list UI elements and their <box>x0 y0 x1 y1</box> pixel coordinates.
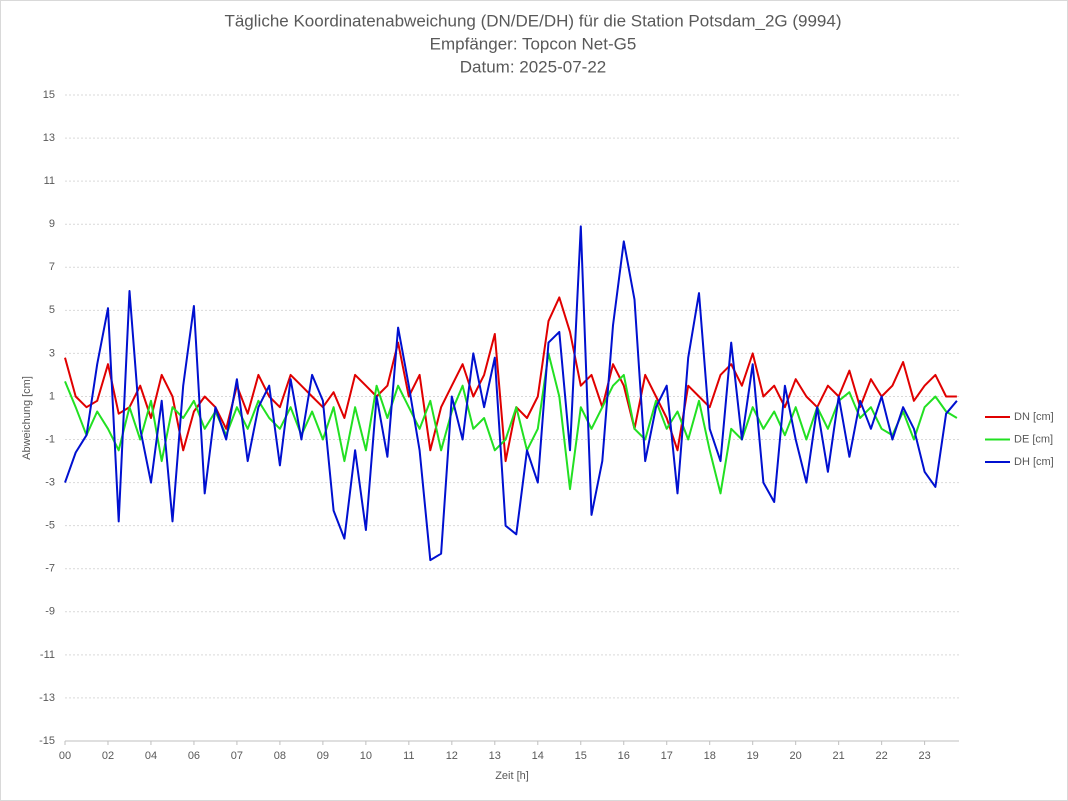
x-tick-label: 13 <box>489 750 501 762</box>
y-tick-label: -9 <box>45 606 55 618</box>
x-tick-label: 14 <box>532 750 544 762</box>
x-tick-label: 17 <box>661 750 673 762</box>
y-tick-label: 13 <box>43 132 55 144</box>
x-tick-label: 23 <box>918 750 930 762</box>
x-tick-label: 06 <box>188 750 200 762</box>
x-tick-label: 04 <box>145 750 157 762</box>
x-tick-label: 11 <box>403 750 414 762</box>
x-tick-label: 21 <box>833 750 845 762</box>
legend-label: DE [cm] <box>1014 433 1053 445</box>
y-tick-label: -7 <box>45 563 55 575</box>
x-tick-label: 00 <box>59 750 71 762</box>
x-tick-label: 15 <box>575 750 587 762</box>
y-tick-label: 7 <box>49 261 55 273</box>
chart-subtitle: Empfänger: Topcon Net-G5 <box>430 34 637 53</box>
x-tick-label: 12 <box>446 750 458 762</box>
chart-title: Tägliche Koordinatenabweichung (DN/DE/DH… <box>224 11 841 30</box>
y-tick-label: -3 <box>45 477 55 489</box>
legend-label: DN [cm] <box>1014 411 1054 423</box>
x-tick-label: 10 <box>360 750 372 762</box>
y-tick-label: -15 <box>39 735 55 747</box>
y-tick-label: -13 <box>39 692 55 704</box>
y-tick-label: 5 <box>49 304 55 316</box>
y-tick-label: 1 <box>49 390 55 402</box>
y-tick-label: 3 <box>49 347 55 359</box>
legend-label: DH [cm] <box>1014 456 1054 468</box>
y-tick-label: 11 <box>44 175 55 187</box>
y-tick-label: -5 <box>45 520 55 532</box>
x-axis-label: Zeit [h] <box>495 770 529 782</box>
x-tick-label: 09 <box>317 750 329 762</box>
x-tick-label: 08 <box>274 750 286 762</box>
series-line <box>64 225 958 562</box>
x-tick-label: 18 <box>704 750 716 762</box>
series-line <box>64 296 957 463</box>
y-tick-label: 15 <box>43 89 55 101</box>
x-tick-label: 20 <box>790 750 802 762</box>
chart-date: Datum: 2025-07-22 <box>460 57 606 76</box>
y-tick-label: -1 <box>45 433 55 445</box>
y-tick-label: 9 <box>49 218 55 230</box>
x-tick-label: 07 <box>231 750 243 762</box>
x-tick-label: 19 <box>747 750 759 762</box>
y-tick-label: -11 <box>40 649 55 661</box>
x-tick-label: 02 <box>102 750 114 762</box>
x-tick-label: 22 <box>876 750 888 762</box>
y-axis-label: Abweichung [cm] <box>21 376 33 460</box>
x-tick-label: 16 <box>618 750 630 762</box>
